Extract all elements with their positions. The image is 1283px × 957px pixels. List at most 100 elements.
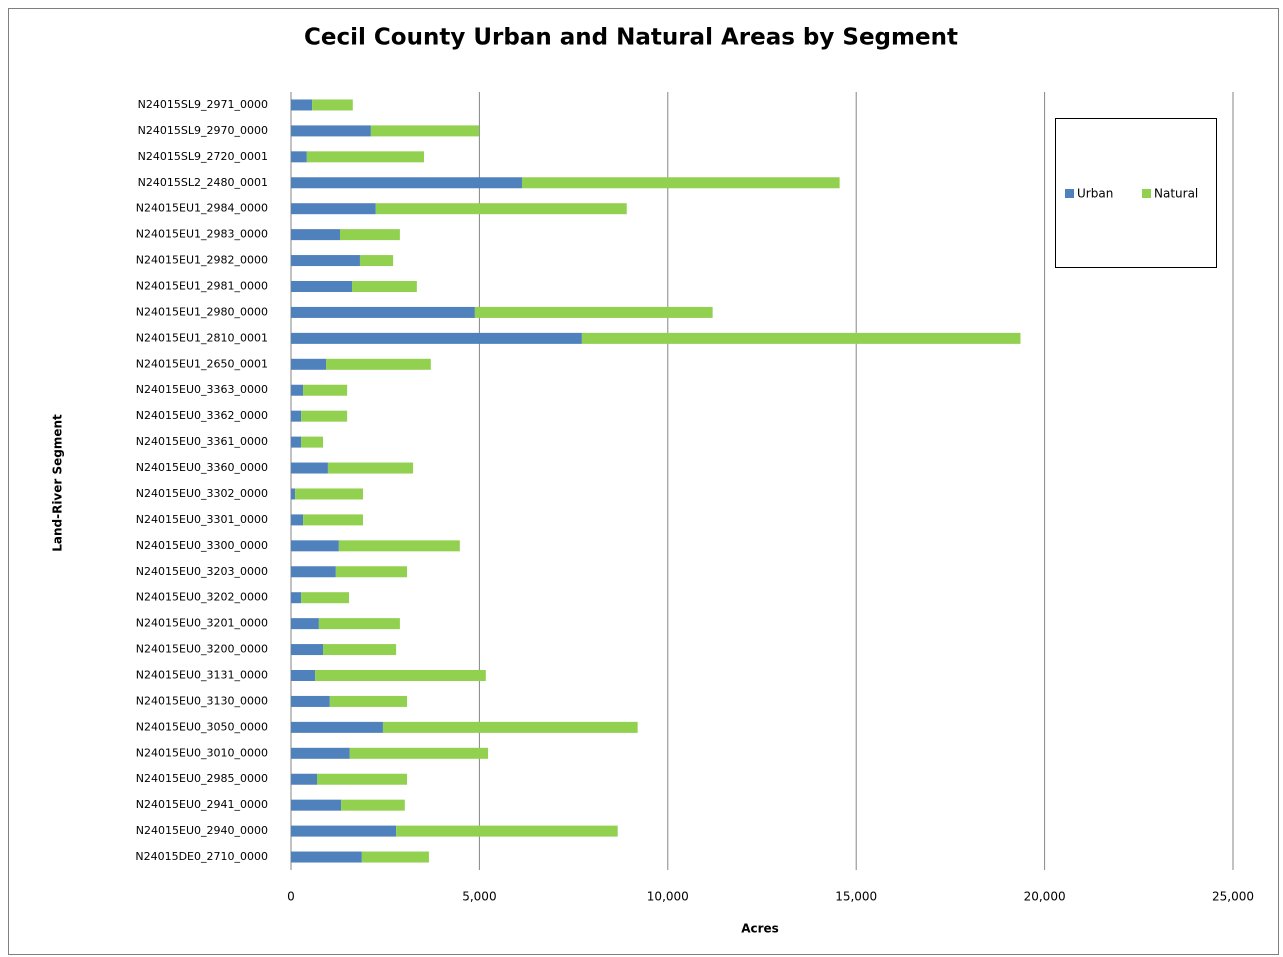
bar-segment [327, 462, 414, 474]
bar-segment [291, 695, 330, 707]
x-axis-title: Acres [741, 922, 779, 936]
bar-segment [295, 488, 363, 500]
bar-segment [291, 358, 327, 370]
bar-segment [291, 462, 328, 474]
bar-segment [352, 281, 417, 292]
y-tick-label: N24015EU0_3131_0000 [136, 669, 268, 682]
x-tick-label: 25,000 [1212, 890, 1254, 904]
bar-segment [291, 773, 317, 785]
y-tick-label: N24015EU0_3050_0000 [136, 720, 268, 733]
bar-segment [349, 747, 489, 759]
bar-segment [359, 255, 394, 267]
bar-segment [301, 592, 350, 604]
y-tick-label: N24015EU0_2940_0000 [136, 824, 268, 837]
legend-box [1055, 118, 1217, 268]
y-tick-label: N24015EU0_3301_0000 [136, 513, 268, 526]
legend-label: Urban [1077, 187, 1113, 201]
bar-segment [335, 566, 408, 578]
y-tick-label: N24015EU0_3361_0000 [136, 435, 268, 448]
bar-segment [291, 306, 475, 318]
y-tick-label: N24015EU0_3130_0000 [136, 694, 268, 707]
bar-segment [301, 410, 348, 422]
x-tick-label: 10,000 [647, 890, 689, 904]
bar-segment [291, 851, 362, 863]
bar-segment [318, 618, 400, 630]
bar-segment [291, 747, 350, 759]
y-tick-label: N24015EU0_3362_0000 [136, 409, 268, 422]
y-tick-label: N24015EU1_2810_0001 [136, 331, 268, 344]
y-tick-label: N24015EU0_3302_0000 [136, 487, 268, 500]
y-tick-label: N24015EU1_2983_0000 [136, 228, 268, 241]
x-tick-label: 0 [287, 890, 295, 904]
y-tick-label: N24015EU0_3203_0000 [136, 565, 268, 578]
y-tick-label: N24015EU0_3202_0000 [136, 591, 268, 604]
bar-segment [581, 332, 1021, 344]
bar-segment [291, 644, 324, 656]
bar-segment [370, 125, 480, 137]
bar-segment [306, 151, 425, 163]
y-tick-label: N24015EU0_2985_0000 [136, 772, 268, 785]
bar-segment [521, 177, 840, 189]
bar-segment [375, 203, 627, 215]
bar-segment [316, 773, 408, 785]
bar-segment [291, 410, 302, 422]
bar-segment [301, 436, 324, 448]
bar-segment [291, 125, 371, 137]
bar-segment [291, 229, 340, 241]
x-tick-label: 5,000 [462, 890, 496, 904]
y-tick-label: N24015SL9_2971_0000 [138, 98, 268, 111]
bar-segment [291, 540, 339, 552]
y-tick-label: N24015SL9_2970_0000 [138, 124, 268, 137]
bar-segment [291, 618, 319, 630]
bar-segment [291, 488, 296, 500]
bar-segment [291, 151, 307, 163]
y-tick-label: N24015EU1_2981_0000 [136, 280, 268, 293]
y-tick-label: N24015EU1_2980_0000 [136, 305, 268, 318]
y-tick-label: N24015EU0_3200_0000 [136, 643, 268, 656]
y-axis-title: Land-River Segment [51, 414, 65, 552]
bar-segment [291, 721, 383, 733]
y-tick-label: N24015EU0_3010_0000 [136, 746, 268, 759]
y-tick-label: N24015SL9_2720_0001 [138, 150, 268, 163]
bar-segment [291, 825, 397, 837]
x-tick-label: 15,000 [835, 890, 877, 904]
x-tick-label: 20,000 [1024, 890, 1066, 904]
bar-segment [303, 384, 348, 396]
y-tick-label: N24015EU0_3300_0000 [136, 539, 268, 552]
bar-segment [291, 670, 316, 681]
bar-segment [315, 670, 486, 681]
bar-segment [291, 384, 304, 396]
y-tick-label: N24015EU0_3360_0000 [136, 461, 268, 474]
y-tick-label: N24015EU1_2650_0001 [136, 357, 268, 370]
bar-segment [326, 358, 431, 370]
bar-segment [291, 203, 376, 215]
bar-segment [396, 825, 618, 837]
bar-segment [361, 851, 429, 863]
bar-segment [338, 540, 460, 552]
bar-segment [303, 514, 363, 526]
bar-segment [291, 177, 522, 189]
bar-segment [291, 99, 313, 111]
bar-segment [291, 255, 360, 267]
bar-segment [291, 592, 302, 604]
bar-segment [312, 99, 353, 111]
y-tick-label: N24015EU0_3201_0000 [136, 617, 268, 630]
bar-segment [291, 332, 582, 344]
bar-segment [291, 799, 342, 811]
bar-segment [291, 436, 302, 448]
chart-title: Cecil County Urban and Natural Areas by … [304, 25, 958, 51]
bar-segment [291, 566, 336, 578]
bar-segment [341, 799, 405, 811]
y-tick-label: N24015EU1_2984_0000 [136, 202, 268, 215]
bar-segment [474, 306, 713, 318]
y-tick-label: N24015EU0_3363_0000 [136, 383, 268, 396]
y-tick-label: N24015EU0_2941_0000 [136, 798, 268, 811]
legend-label: Natural [1154, 187, 1198, 201]
bar-segment [291, 281, 353, 292]
bar-segment [382, 721, 638, 733]
bar-segment [339, 229, 400, 241]
legend-swatch [1065, 189, 1074, 198]
y-tick-label: N24015DE0_2710_0000 [135, 850, 268, 863]
